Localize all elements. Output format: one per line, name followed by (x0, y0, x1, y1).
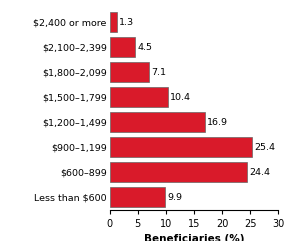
Bar (110, 62, 149, 82)
Text: 16.9: 16.9 (207, 118, 228, 127)
Text: 4.5: 4.5 (137, 43, 152, 52)
Bar (110, 187, 165, 208)
X-axis label: Beneficiaries (%): Beneficiaries (%) (144, 234, 244, 241)
Text: 10.4: 10.4 (170, 93, 191, 102)
Text: 25.4: 25.4 (255, 143, 276, 152)
Bar (110, 87, 168, 107)
Bar (110, 37, 135, 57)
Text: 1.3: 1.3 (119, 18, 134, 27)
Text: 9.9: 9.9 (168, 193, 182, 202)
Bar (110, 137, 252, 157)
Text: 7.1: 7.1 (152, 68, 167, 77)
Text: 24.4: 24.4 (249, 168, 270, 177)
Bar (110, 12, 117, 32)
Bar (110, 112, 205, 132)
Bar (110, 162, 247, 182)
